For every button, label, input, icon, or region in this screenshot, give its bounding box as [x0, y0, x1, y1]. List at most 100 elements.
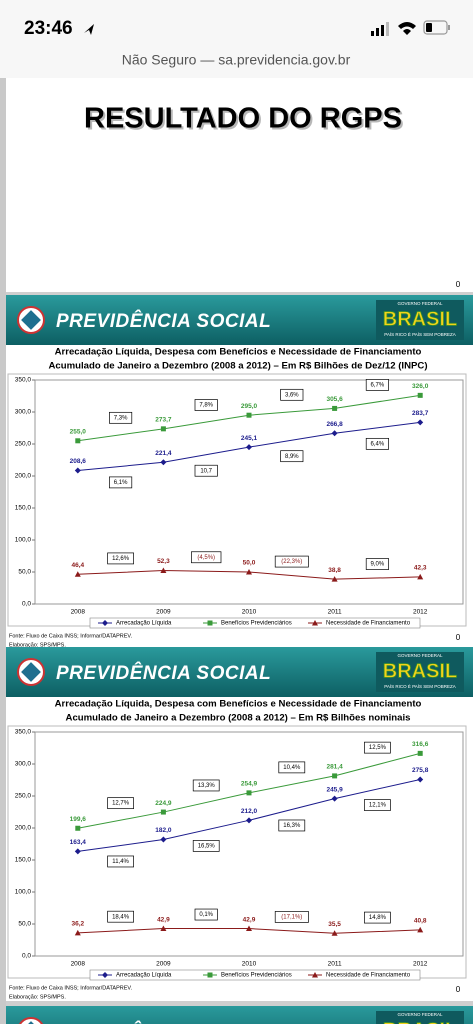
- value-label: 273,7: [155, 417, 172, 424]
- growth-label: 16,5%: [198, 843, 216, 849]
- value-label: 255,0: [70, 429, 87, 436]
- marker: [75, 438, 81, 444]
- growth-box: [278, 761, 306, 774]
- value-label: 283,7: [412, 410, 429, 417]
- address-url[interactable]: Não Seguro — sa.previdencia.gov.br: [122, 52, 351, 68]
- value-label: 163,4: [70, 839, 87, 846]
- value-label: 52,3: [157, 558, 170, 565]
- value-label: 326,0: [412, 383, 429, 390]
- brasil-badge: [376, 652, 464, 692]
- marker: [331, 795, 338, 802]
- y-tick-label: 300,0: [15, 761, 32, 768]
- y-tick-label: 350,0: [15, 729, 32, 736]
- source-note: Elaboração: SPS/MPS.: [9, 994, 66, 1000]
- marker: [246, 790, 252, 796]
- growth-box: [365, 558, 389, 570]
- marker: [74, 929, 81, 936]
- y-tick-label: 200,0: [15, 825, 32, 832]
- growth-label: (22,3%): [281, 559, 302, 565]
- x-tick-label: 2011: [328, 961, 342, 968]
- y-tick-label: 50,0: [18, 569, 31, 576]
- chart-title: Acumulado de Janeiro a Dezembro (2008 a …: [48, 361, 427, 372]
- growth-label: (17,1%): [281, 914, 302, 920]
- growth-box: [191, 551, 222, 564]
- value-label: 212,0: [241, 808, 258, 815]
- marker: [417, 419, 424, 426]
- x-tick-label: 2008: [71, 961, 86, 968]
- value-label: 254,9: [241, 781, 258, 788]
- y-tick-label: 0,0: [22, 953, 31, 960]
- growth-box: [364, 799, 391, 811]
- government-label: GOVERNO FEDERAL: [397, 1012, 443, 1017]
- growth-box: [109, 411, 133, 424]
- growth-box: [364, 741, 391, 754]
- growth-box: [107, 552, 134, 565]
- marker: [160, 925, 167, 932]
- value-label: 46,4: [71, 562, 84, 569]
- growth-box: [364, 911, 391, 924]
- y-tick-label: 100,0: [15, 537, 32, 544]
- battery-level: [426, 23, 432, 32]
- growth-label: 12,1%: [369, 803, 387, 809]
- growth-label: 0,1%: [199, 912, 213, 918]
- value-label: 266,8: [326, 421, 343, 428]
- marker: [160, 567, 167, 574]
- y-tick-label: 0,0: [22, 601, 31, 608]
- growth-label: 14,8%: [369, 915, 387, 921]
- x-tick-label: 2012: [413, 609, 428, 616]
- browser-chrome: [0, 0, 473, 78]
- legend: [89, 969, 421, 981]
- value-label: 245,1: [241, 435, 258, 442]
- growth-box: [280, 450, 304, 463]
- slogan: PAÍS RICO É PAÍS SEM POBREZA: [384, 683, 456, 689]
- marker: [74, 848, 81, 855]
- marker: [207, 972, 213, 978]
- marker: [417, 750, 423, 756]
- legend-label: Necessidade de Financiamento: [326, 973, 411, 979]
- value-label: 275,8: [412, 767, 429, 774]
- growth-box: [274, 555, 309, 568]
- growth-label: 6,7%: [371, 382, 385, 388]
- growth-label: (4,5%): [197, 555, 215, 561]
- value-label: 42,3: [414, 565, 427, 572]
- growth-box: [107, 855, 134, 868]
- government-label: GOVERNO FEDERAL: [397, 653, 443, 658]
- marker: [160, 426, 166, 432]
- growth-label: 7,8%: [199, 403, 213, 409]
- brand-name: PREVIDÊNCIA SOCIAL: [56, 662, 271, 684]
- marker: [160, 809, 166, 815]
- country-label: BRASIL: [383, 660, 457, 682]
- legend-label: Arrecadação Líquida: [116, 621, 172, 627]
- x-tick-label: 2012: [413, 961, 428, 968]
- y-tick-label: 150,0: [15, 505, 32, 512]
- growth-box: [192, 840, 220, 852]
- growth-label: 6,4%: [371, 441, 385, 447]
- growth-label: 7,3%: [114, 415, 128, 421]
- growth-label: 12,5%: [369, 745, 387, 751]
- page-number: 0: [456, 633, 461, 642]
- growth-box: [109, 476, 133, 489]
- growth-label: 6,1%: [114, 480, 128, 486]
- plot-area: [34, 731, 464, 957]
- x-tick-label: 2010: [242, 961, 257, 968]
- location-icon: [84, 24, 94, 35]
- clock: 23:46: [24, 18, 73, 39]
- growth-label: 18,4%: [112, 914, 130, 920]
- battery-tip: [448, 25, 450, 30]
- value-label: 295,0: [241, 403, 258, 410]
- wifi-icon: [398, 22, 416, 35]
- growth-box: [280, 388, 304, 401]
- growth-box: [192, 779, 220, 792]
- growth-label: 11,4%: [112, 859, 129, 865]
- value-label: 224,9: [155, 800, 172, 807]
- slogan: PAÍS RICO É PAÍS SEM POBREZA: [384, 331, 456, 337]
- y-tick-label: 250,0: [15, 793, 32, 800]
- growth-box: [107, 797, 134, 810]
- y-tick-label: 200,0: [15, 473, 32, 480]
- marker: [160, 459, 167, 466]
- x-tick-label: 2010: [242, 609, 257, 616]
- country-label: BRASIL: [383, 308, 457, 330]
- source-note: Fonte: Fluxo de Caixa INSS; Informar/DAT…: [9, 633, 133, 639]
- marker: [160, 836, 167, 843]
